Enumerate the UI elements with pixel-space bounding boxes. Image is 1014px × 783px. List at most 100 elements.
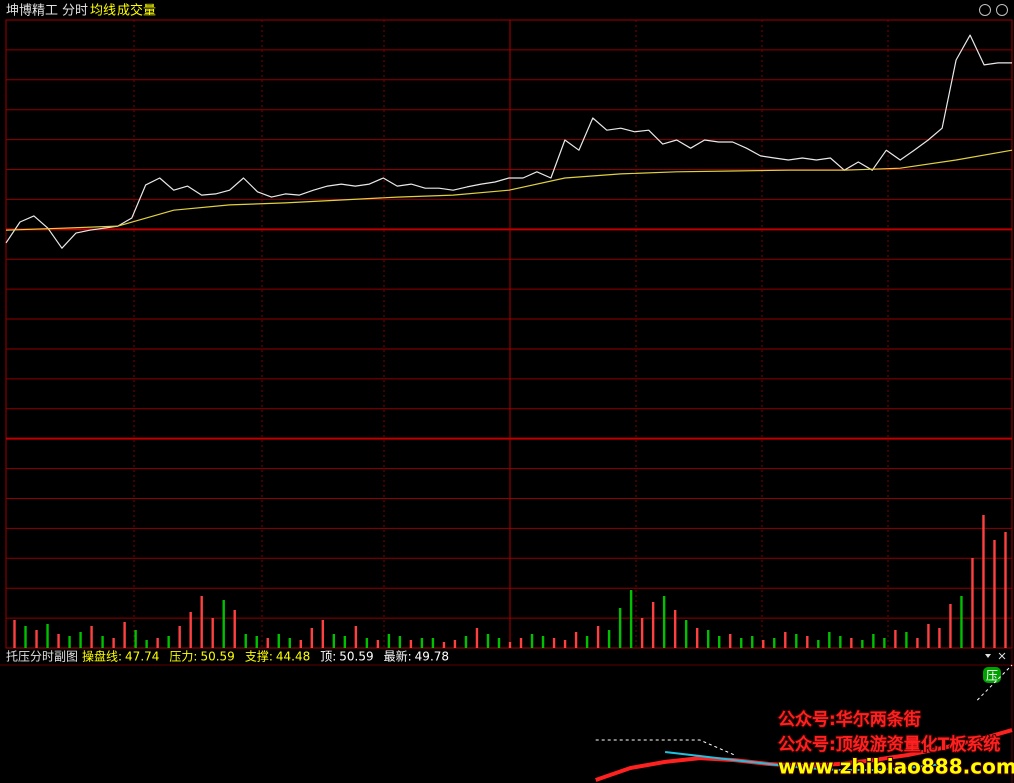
- volume-bar: [222, 600, 225, 648]
- line-series: [595, 728, 1013, 782]
- indicator-value: 44.48: [276, 650, 310, 664]
- volume-bar: [850, 638, 853, 648]
- volume-bar: [629, 590, 633, 648]
- volume-bar: [949, 604, 952, 648]
- volume-bar: [971, 558, 974, 648]
- indicator-value: 50.59: [339, 650, 373, 664]
- volume-bar: [1004, 532, 1007, 648]
- volume-bar: [310, 628, 314, 648]
- volume-bar: [431, 638, 435, 648]
- volume-bar: [706, 630, 710, 648]
- volume-bar: [255, 636, 258, 648]
- volume-bar: [200, 596, 203, 648]
- line-series: [664, 751, 943, 771]
- volume-bar: [387, 634, 391, 648]
- line-series: [595, 664, 1013, 756]
- volume-bar: [453, 640, 457, 648]
- volume-bar: [795, 634, 798, 648]
- volume-bar: [563, 640, 567, 648]
- grid: [0, 19, 1014, 783]
- plot-border: [5, 19, 1013, 649]
- watermark: 公众号:顶级游资量化T板系统: [778, 734, 1000, 755]
- indicator-label: 顶:: [320, 650, 336, 664]
- volume-bar: [662, 596, 666, 648]
- volume-bar: [751, 636, 754, 648]
- volume-bar: [784, 632, 787, 648]
- volume-bar: [365, 638, 369, 648]
- volume-bar: [134, 630, 137, 648]
- volume-bar: [211, 618, 214, 648]
- volume-bar: [982, 515, 985, 648]
- volume-bar: [475, 628, 479, 648]
- volume-bar: [762, 640, 765, 648]
- volume-bar: [839, 636, 842, 648]
- volume-bar: [398, 636, 402, 648]
- volume-bar: [244, 634, 247, 648]
- volume-bar: [861, 640, 864, 648]
- button-icon[interactable]: [979, 4, 991, 16]
- button-icon[interactable]: [996, 4, 1008, 16]
- volume-bar: [508, 642, 512, 648]
- volume-bar: [740, 638, 743, 648]
- avg-label: 均线: [90, 4, 116, 19]
- volume-bar: [519, 638, 523, 648]
- volume-bar: [773, 638, 776, 648]
- volume-bar: [530, 634, 534, 648]
- volume-bar: [68, 636, 71, 648]
- volume-bar: [13, 620, 16, 648]
- volume-bar: [552, 638, 556, 648]
- volume-bar: [673, 610, 677, 648]
- volume-bar: [343, 636, 347, 648]
- volume-bar: [938, 628, 941, 648]
- volume-bar: [233, 610, 236, 648]
- watermark: www.zhibiao888.com: [778, 755, 1014, 779]
- volume-bar: [24, 626, 27, 648]
- mode-label: 分时: [62, 4, 88, 19]
- volume-bar: [729, 634, 732, 648]
- indicator-label: 操盘线:: [82, 649, 122, 664]
- volume-bar: [828, 632, 831, 648]
- line-series: [5, 149, 1013, 231]
- volume-bar: [321, 620, 325, 648]
- volume-bar: [277, 634, 280, 648]
- volume-bar: [35, 630, 38, 648]
- volume-bar: [420, 638, 424, 648]
- volume-bar: [993, 540, 996, 648]
- volume-bar: [376, 640, 380, 648]
- volume-bar: [266, 638, 269, 648]
- volume-bar: [145, 640, 148, 648]
- volume-bar: [497, 638, 501, 648]
- volume-bar: [585, 636, 589, 648]
- indicator-items: 操盘线: 47.74 压力: 50.59 支撑: 44.48 顶: 50.59 最新: 49.78: [82, 649, 449, 664]
- stock-name: 坤博精工: [6, 4, 58, 19]
- volume-bar: [541, 636, 545, 648]
- volume-bar: [90, 626, 93, 648]
- indicator-value: 50.59: [200, 650, 234, 664]
- volume-bar: [464, 636, 468, 648]
- plots: [5, 34, 1013, 782]
- window-buttons[interactable]: [979, 4, 1008, 16]
- volume-bar: [894, 630, 897, 648]
- volume-bar: [817, 640, 820, 648]
- volume-bar: [618, 608, 622, 648]
- close-icon[interactable]: [998, 652, 1006, 660]
- volume-bar: [409, 640, 413, 648]
- volume-bar: [354, 626, 358, 648]
- volume-bar: [872, 634, 875, 648]
- badge: [983, 667, 1001, 683]
- volume-bar: [486, 634, 490, 648]
- volume-bar: [640, 618, 644, 648]
- volume-bar: [79, 632, 82, 648]
- indicator-value: 49.78: [415, 650, 449, 664]
- menu-arrow[interactable]: [985, 654, 991, 658]
- volume-bar: [112, 638, 115, 648]
- volume-bar: [651, 602, 655, 648]
- volume-bar: [960, 596, 963, 648]
- volume-bar: [905, 632, 908, 648]
- volume-bar: [299, 640, 302, 648]
- volume-bar: [288, 638, 291, 648]
- volume-bar: [916, 638, 919, 648]
- badge-text: 压: [986, 669, 998, 683]
